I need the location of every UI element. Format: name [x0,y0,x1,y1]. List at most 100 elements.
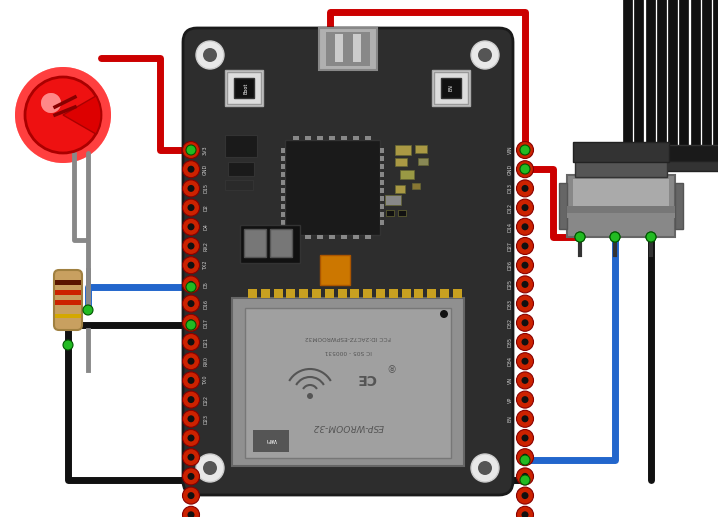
Circle shape [196,41,224,69]
Circle shape [516,199,533,216]
Circle shape [187,146,195,154]
Bar [225,70,263,106]
Bar [286,289,295,298]
Text: RX0: RX0 [203,356,208,366]
Circle shape [182,449,200,466]
Bar [573,142,669,162]
Circle shape [516,295,533,312]
Circle shape [182,257,200,273]
Bar [567,213,675,218]
Bar [55,314,81,318]
Bar [55,290,81,295]
Text: D26: D26 [508,260,513,270]
Circle shape [83,305,93,315]
Circle shape [186,145,196,155]
Text: EN: EN [449,85,454,92]
Circle shape [516,410,533,427]
Circle shape [575,232,585,242]
Bar [365,136,371,140]
Circle shape [520,145,530,155]
Bar [270,229,292,257]
Circle shape [521,185,528,192]
Circle shape [187,185,195,192]
Bar [305,136,311,140]
Bar [395,158,407,166]
Bar [380,148,384,153]
Bar [320,255,350,285]
Bar [281,156,285,161]
Bar [305,235,311,239]
Text: D22: D22 [203,394,208,405]
Bar [350,289,360,298]
Text: ®: ® [385,361,395,371]
Circle shape [187,281,195,288]
Circle shape [187,396,195,403]
Bar [415,145,427,153]
Bar [353,235,359,239]
Text: D2: D2 [203,204,208,211]
Circle shape [182,468,200,485]
Circle shape [520,475,530,485]
Text: D21: D21 [203,337,208,347]
Text: VIN: VIN [508,146,513,154]
Circle shape [516,257,533,273]
Circle shape [516,391,533,408]
Circle shape [516,333,533,351]
Bar [441,78,461,98]
Circle shape [521,166,528,173]
Circle shape [182,295,200,312]
Circle shape [516,218,533,235]
Bar [380,220,384,225]
Circle shape [182,142,200,159]
Text: FCC ID:2AC7Z-ESPWROOM32: FCC ID:2AC7Z-ESPWROOM32 [305,336,391,341]
Circle shape [521,146,528,154]
Bar [363,289,372,298]
Circle shape [521,396,528,403]
Circle shape [182,391,200,408]
Text: TX2: TX2 [203,261,208,270]
Bar [234,78,254,98]
Bar [398,210,406,216]
Circle shape [187,492,195,499]
Bar [281,220,285,225]
Circle shape [521,511,528,517]
Bar [376,289,385,298]
Bar [440,289,449,298]
Circle shape [182,333,200,351]
Text: D34: D34 [508,356,513,366]
Circle shape [182,199,200,216]
Bar [227,72,261,104]
Bar [389,289,398,298]
Text: CE: CE [356,371,376,385]
Bar [225,180,253,190]
Text: D25: D25 [508,279,513,290]
Text: IC S05 - 000531: IC S05 - 000531 [325,349,372,355]
Circle shape [521,358,528,364]
Bar [337,289,347,298]
Circle shape [516,430,533,447]
Bar [385,195,401,205]
Bar [285,140,380,235]
Circle shape [182,506,200,517]
Bar [380,212,384,217]
Circle shape [182,314,200,331]
Circle shape [187,454,195,461]
Text: D17: D17 [203,318,208,328]
Circle shape [520,455,530,465]
Text: D33: D33 [508,299,513,309]
Bar [414,289,424,298]
Text: D13: D13 [508,184,513,193]
Text: D5: D5 [203,281,208,288]
Circle shape [516,276,533,293]
Text: WiFi: WiFi [266,437,276,443]
Circle shape [182,353,200,370]
Bar [55,300,81,305]
Bar [380,204,384,209]
Circle shape [521,242,528,250]
Bar [281,148,285,153]
Circle shape [187,204,195,211]
Circle shape [521,492,528,499]
Circle shape [478,48,492,62]
Text: D32: D32 [508,318,513,328]
Bar [675,183,683,229]
